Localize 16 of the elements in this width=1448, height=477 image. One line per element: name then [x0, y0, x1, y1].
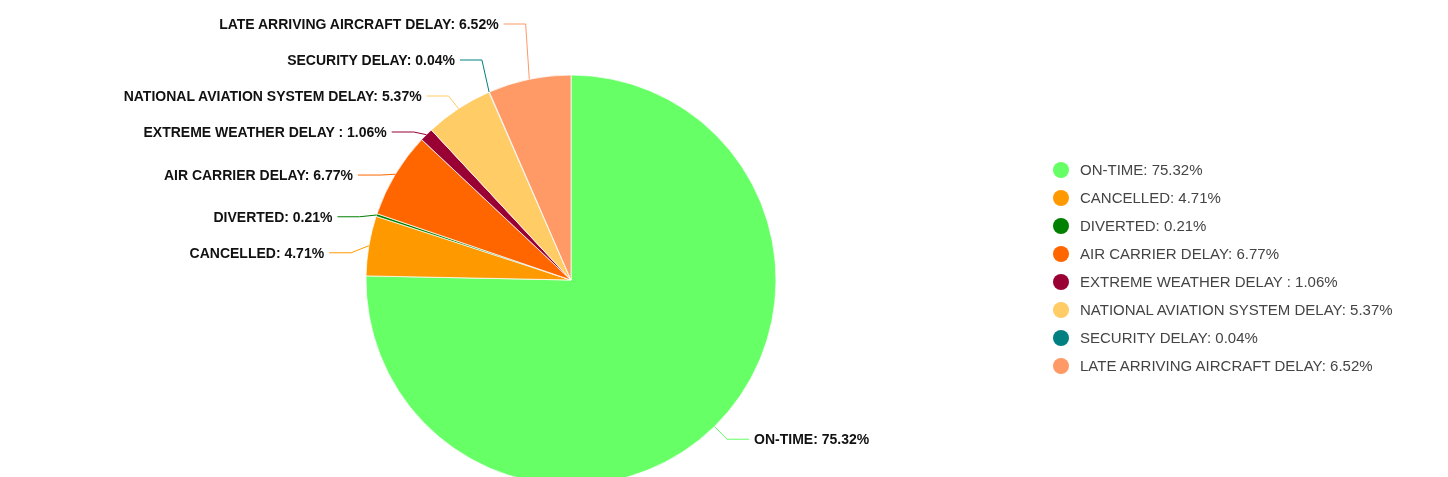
slice-label: NATIONAL AVIATION SYSTEM DELAY: 5.37% — [123, 87, 423, 104]
slice-label: ON-TIME: 75.32% — [754, 431, 870, 448]
legend-label: LATE ARRIVING AIRCRAFT DELAY: 6.52% — [1080, 357, 1373, 375]
legend-label: SECURITY DELAY: 0.04% — [1080, 329, 1258, 347]
slice-label: SECURITY DELAY: 0.04% — [287, 51, 456, 68]
slice-label: AIR CARRIER DELAY: 6.77% — [163, 166, 354, 183]
slice-label: CANCELLED: 4.71% — [189, 244, 325, 261]
legend-label: AIR CARRIER DELAY: 6.77% — [1080, 245, 1279, 263]
legend-label: ON-TIME: 75.32% — [1080, 161, 1203, 179]
slice-label: EXTREME WEATHER DELAY : 1.06% — [143, 123, 388, 140]
legend-label: CANCELLED: 4.71% — [1080, 189, 1221, 207]
slice-label: LATE ARRIVING AIRCRAFT DELAY: 6.52% — [219, 15, 500, 32]
legend-label: DIVERTED: 0.21% — [1080, 217, 1207, 235]
slice-label: DIVERTED: 0.21% — [213, 208, 334, 225]
legend-label: EXTREME WEATHER DELAY : 1.06% — [1080, 273, 1338, 291]
legend-label: NATIONAL AVIATION SYSTEM DELAY: 5.37% — [1080, 301, 1393, 319]
